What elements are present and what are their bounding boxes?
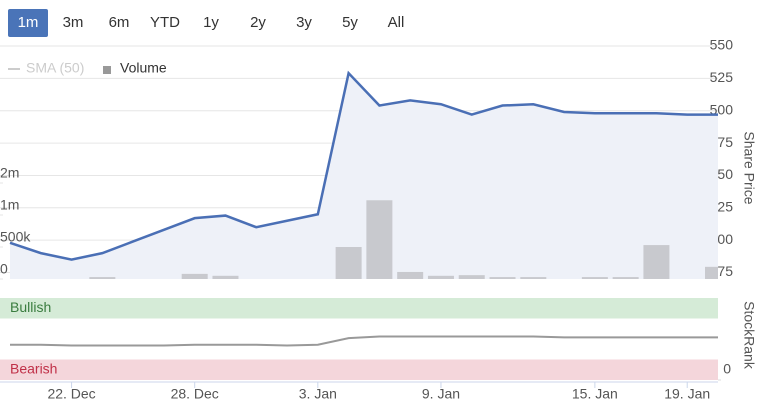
y2-tick-label: 1m [0, 197, 19, 213]
price-line [9, 70, 718, 261]
x-tick-label: 9. Jan [422, 386, 460, 402]
range-button[interactable]: 3y [296, 14, 312, 31]
volume-bar [366, 200, 393, 279]
volume-bar [427, 275, 454, 279]
range-button[interactable]: 1y [203, 14, 219, 31]
range-button[interactable]: 3m [63, 14, 84, 31]
volume-bar [89, 277, 116, 279]
price-axis-title: Share Price [741, 131, 757, 204]
y-tick-label: 550 [710, 37, 734, 53]
volume-bar [212, 275, 239, 279]
range-button[interactable]: 1m [18, 14, 39, 31]
volume-bar [181, 273, 208, 279]
rank-axis-title: StockRank [741, 301, 757, 370]
y2-tick-label: 500k [0, 229, 31, 245]
x-tick-label: 19. Jan [664, 386, 710, 402]
volume-bar [458, 275, 485, 279]
x-tick-label: 15. Jan [572, 386, 618, 402]
volume-bar [335, 246, 362, 279]
rank-band [0, 298, 718, 319]
volume-bar [397, 271, 424, 279]
volume-bar [705, 266, 718, 279]
rank-band-label: Bearish [10, 360, 57, 376]
y2-tick-label: 0 [0, 261, 8, 277]
x-tick-label: 22. Dec [47, 386, 95, 402]
range-button-bg[interactable] [8, 9, 48, 37]
y2-tick-label: 2m [0, 165, 19, 181]
volume-bar [581, 277, 608, 279]
price-area [10, 73, 718, 279]
volume-bar [520, 277, 547, 279]
legend-volume[interactable]: Volume [120, 60, 167, 76]
range-button[interactable]: YTD [150, 14, 180, 31]
volume-bar [489, 277, 516, 279]
x-tick-label: 28. Dec [171, 386, 219, 402]
rank-band [0, 359, 718, 380]
rank-line [10, 335, 718, 347]
range-button[interactable]: All [388, 14, 405, 31]
rank-tick-label: 0 [723, 361, 731, 377]
rank-band-label: Bullish [10, 299, 51, 315]
legend-volume-symbol [103, 66, 111, 74]
volume-bar [612, 277, 639, 279]
range-button[interactable]: 5y [342, 14, 358, 31]
range-button[interactable]: 2y [250, 14, 266, 31]
y-tick-label: 525 [710, 69, 734, 85]
x-tick-label: 3. Jan [299, 386, 337, 402]
range-button[interactable]: 6m [109, 14, 130, 31]
volume-bar [643, 245, 670, 279]
legend-sma[interactable]: SMA (50) [26, 60, 84, 76]
